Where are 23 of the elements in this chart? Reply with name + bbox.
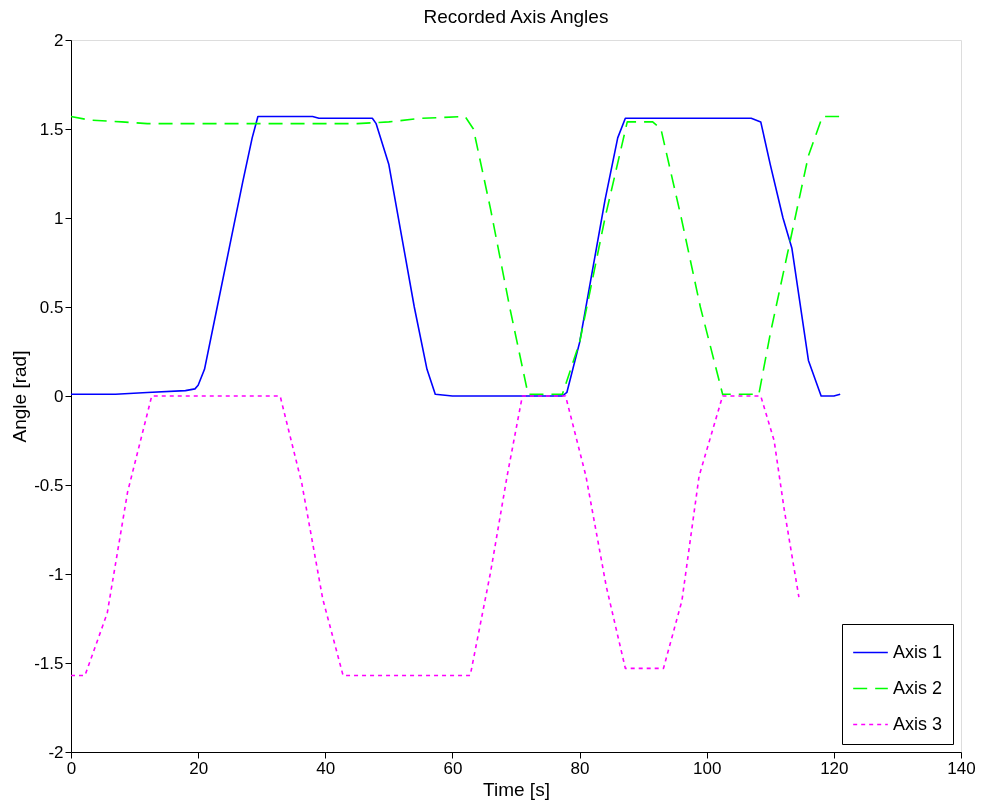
legend-label: Axis 2 [893,677,943,698]
y-tick-label: 0 [54,386,64,406]
y-tick-label: -1.5 [34,653,64,673]
y-tick-label: 1 [54,208,64,228]
y-tick-label: 0.5 [39,297,64,317]
y-tick-label: -1 [48,564,64,584]
line-series [70,395,800,677]
y-tick-label: 1.5 [39,119,64,139]
chart-title: Recorded Axis Angles [423,6,609,27]
x-tick-label: 100 [693,758,722,778]
legend-label: Axis 3 [893,713,943,734]
legend-label: Axis 1 [893,641,943,662]
y-tick-label: -2 [48,742,64,762]
x-axis-title: Time [s] [483,778,550,800]
x-tick-label: 80 [570,758,590,778]
y-tick-label: -0.5 [34,475,64,495]
y-tick-label: 2 [54,30,64,50]
x-tick-label: 120 [820,758,849,778]
x-tick-label: 140 [947,758,976,778]
x-tick-label: 60 [443,758,463,778]
x-tick-label: 40 [316,758,336,778]
x-tick-label: 20 [189,758,209,778]
y-axis-title: Angle [rad] [9,350,31,443]
